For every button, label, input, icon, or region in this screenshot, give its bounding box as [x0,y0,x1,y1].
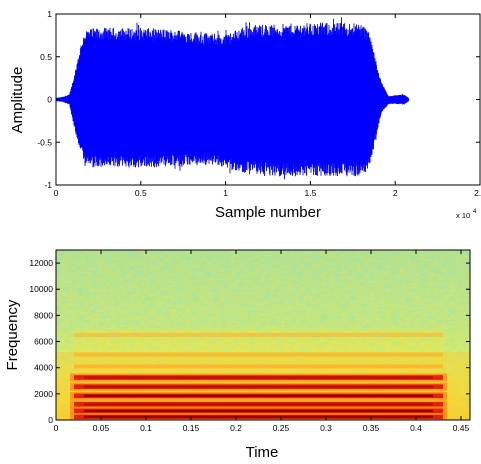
spectrogram-y-axis-label: Frequency [4,299,21,370]
harmonic-band-core [84,415,433,418]
waveform-y-tick-label: -1 [44,180,52,190]
harmonic-band-faint [74,364,443,369]
spectrogram-x-tick-label: 0.4 [410,423,422,433]
spectrogram-x-ticks: 0 0.05 0.1 0.15 0.2 0.25 0.3 0.35 0.4 0.45 [54,250,470,433]
spectrogram-y-ticks: 12000 10000 8000 6000 4000 2000 0 [29,258,470,425]
waveform-x-tick-label: 1.5 [304,188,316,198]
waveform-x-tick-label: 0.5 [135,188,147,198]
waveform-y-tick-label: -0.5 [37,137,52,147]
spectrogram-x-axis-label: Time [246,444,279,461]
spectrogram-y-tick-label: 2000 [34,389,53,399]
spectrogram-x-tick-label: 0.1 [140,423,152,433]
spectrogram-frame [55,249,471,421]
harmonic-band-core [84,394,433,398]
waveform-series [56,17,409,180]
harmonic-band-core [84,403,433,406]
spectrogram-y-tick-label: 8000 [34,310,53,320]
waveform-line [56,17,409,180]
harmonic-band-core [84,385,433,388]
spectrogram-x-tick-label: 0 [54,423,59,433]
spectrogram-x-tick-label: 0.25 [273,423,290,433]
spectrogram-x-tick-label: 0.05 [93,423,110,433]
spectrogram-harmonics [56,328,470,420]
harmonic-band-faint [74,352,443,357]
spectrogram-x-tick-label: 0.2 [230,423,242,433]
harmonic-band-faint [74,333,443,337]
waveform-x-scale-exponent: 4 [473,209,477,215]
waveform-plot: 0 0.5 1 1.5 2 2.5 1 0.5 0 -0.5 -1 Sample number A… [9,9,481,221]
spectrogram-y-tick-label: 4000 [34,363,53,373]
spectrogram-y-tick-label: 10000 [29,284,53,294]
waveform-x-axis-label: Sample number [215,204,321,221]
waveform-x-scale-label: x 10 [456,211,470,220]
waveform-y-tick-label: 0 [47,95,52,105]
harmonic-band-core [84,376,433,379]
waveform-x-ticks: 0 0.5 1 1.5 2 2.5 [54,14,481,198]
waveform-x-tick-label: 2.5 [474,188,481,198]
harmonic-band-core [84,409,433,413]
waveform-y-tick-label: 1 [47,9,52,19]
spectrogram-x-tick-label: 0.45 [453,423,470,433]
waveform-x-tick-label: 0 [54,188,59,198]
spectrogram-area [56,250,470,420]
waveform-y-tick-label: 0.5 [40,52,52,62]
waveform-x-tick-label: 1 [223,188,228,198]
spectrogram-y-tick-label: 6000 [34,337,53,347]
spectrogram-x-tick-label: 0.35 [363,423,380,433]
spectrogram-y-tick-label: 0 [48,415,53,425]
waveform-y-ticks: 1 0.5 0 -0.5 -1 [37,9,480,190]
spectrogram-x-tick-label: 0.3 [320,423,332,433]
spectrogram-x-tick-label: 0.15 [183,423,200,433]
waveform-y-axis-label: Amplitude [9,67,26,134]
spectrogram-y-tick-label: 12000 [29,258,53,268]
spectrogram-plot: 0 0.05 0.1 0.15 0.2 0.25 0.3 0.35 0.4 0.45 120001… [4,249,471,461]
waveform-x-tick-label: 2 [393,188,398,198]
